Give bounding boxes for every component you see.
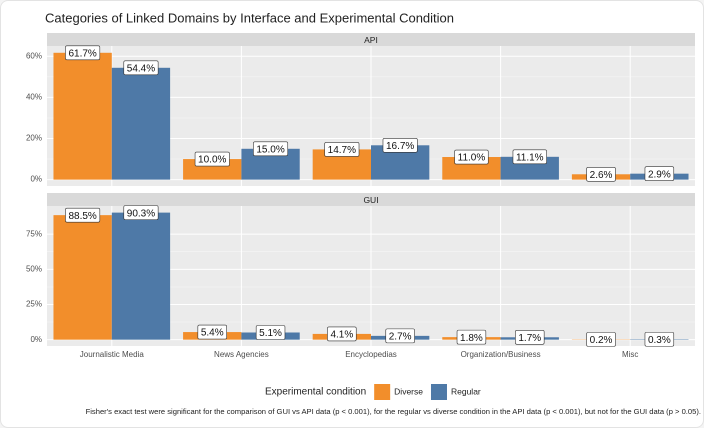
value-label: 16.7% bbox=[386, 141, 414, 152]
x-tick-label: Organization/Business bbox=[461, 350, 541, 359]
y-tick-label: 40% bbox=[26, 93, 42, 102]
strip-label: API bbox=[364, 35, 378, 45]
value-label-box bbox=[255, 325, 286, 340]
legend-label: Regular bbox=[451, 386, 481, 396]
value-label: 11.0% bbox=[458, 153, 486, 164]
y-tick-label: 25% bbox=[26, 300, 42, 309]
value-label: 1.8% bbox=[460, 333, 483, 344]
value-label: 90.3% bbox=[127, 208, 155, 219]
value-label: 88.5% bbox=[68, 211, 96, 222]
value-label-box bbox=[586, 332, 616, 347]
y-tick-label: 50% bbox=[26, 264, 42, 273]
value-label: 10.0% bbox=[198, 155, 226, 166]
value-label-box bbox=[197, 324, 227, 340]
y-tick-label: 75% bbox=[26, 229, 42, 238]
legend-swatch bbox=[430, 384, 447, 400]
value-label-box bbox=[65, 45, 101, 61]
bar bbox=[111, 67, 171, 180]
bar bbox=[53, 215, 112, 340]
x-tick-label: Misc bbox=[622, 350, 638, 359]
value-label-box bbox=[253, 141, 289, 157]
value-label: 15.0% bbox=[256, 144, 284, 155]
value-label: 54.4% bbox=[127, 63, 155, 74]
value-label-box bbox=[194, 151, 230, 167]
value-label-box bbox=[123, 205, 159, 220]
value-label: 1.7% bbox=[518, 333, 541, 344]
value-label: 2.9% bbox=[648, 169, 671, 180]
value-label-box bbox=[123, 60, 159, 76]
value-label-box bbox=[382, 137, 418, 153]
strip-label: GUI bbox=[363, 195, 378, 205]
value-label-box bbox=[324, 142, 360, 157]
x-tick-label: News Agencies bbox=[214, 350, 269, 359]
value-label: 4.1% bbox=[330, 330, 353, 341]
chart-title: Categories of Linked Domains by Interfac… bbox=[45, 10, 454, 25]
value-label-box bbox=[644, 331, 675, 347]
value-label: 5.4% bbox=[201, 328, 224, 339]
value-label-box bbox=[586, 166, 616, 182]
value-label-box bbox=[454, 149, 489, 165]
value-label-box bbox=[385, 328, 415, 344]
bar bbox=[53, 52, 112, 180]
value-label-box bbox=[644, 166, 675, 181]
value-label: 2.7% bbox=[389, 332, 412, 343]
value-label: 0.2% bbox=[590, 335, 613, 346]
legend-swatch bbox=[374, 384, 391, 400]
value-label-box bbox=[512, 149, 547, 165]
caption: Fisher's exact test were significant for… bbox=[86, 407, 701, 416]
value-label-box bbox=[327, 326, 357, 342]
strip bbox=[47, 193, 695, 206]
value-label: 61.7% bbox=[68, 48, 96, 59]
value-label-box bbox=[456, 329, 487, 345]
y-tick-label: 0% bbox=[30, 335, 42, 344]
legend-label: Diverse bbox=[394, 386, 423, 396]
legend-title: Experimental condition bbox=[265, 387, 366, 398]
strip bbox=[47, 33, 695, 46]
value-label: 14.7% bbox=[328, 145, 356, 156]
value-label: 2.6% bbox=[590, 170, 613, 181]
y-tick-label: 60% bbox=[26, 51, 42, 60]
value-label: 0.3% bbox=[648, 335, 671, 346]
value-label: 11.1% bbox=[516, 152, 544, 163]
value-label: 5.1% bbox=[259, 328, 282, 339]
y-tick-label: 20% bbox=[26, 134, 42, 143]
y-tick-label: 0% bbox=[30, 175, 42, 184]
value-label-box bbox=[515, 329, 545, 345]
bar bbox=[111, 212, 171, 340]
x-tick-label: Journalistic Media bbox=[80, 350, 145, 359]
value-label-box bbox=[65, 207, 101, 223]
x-tick-label: Encyclopedias bbox=[345, 350, 397, 359]
